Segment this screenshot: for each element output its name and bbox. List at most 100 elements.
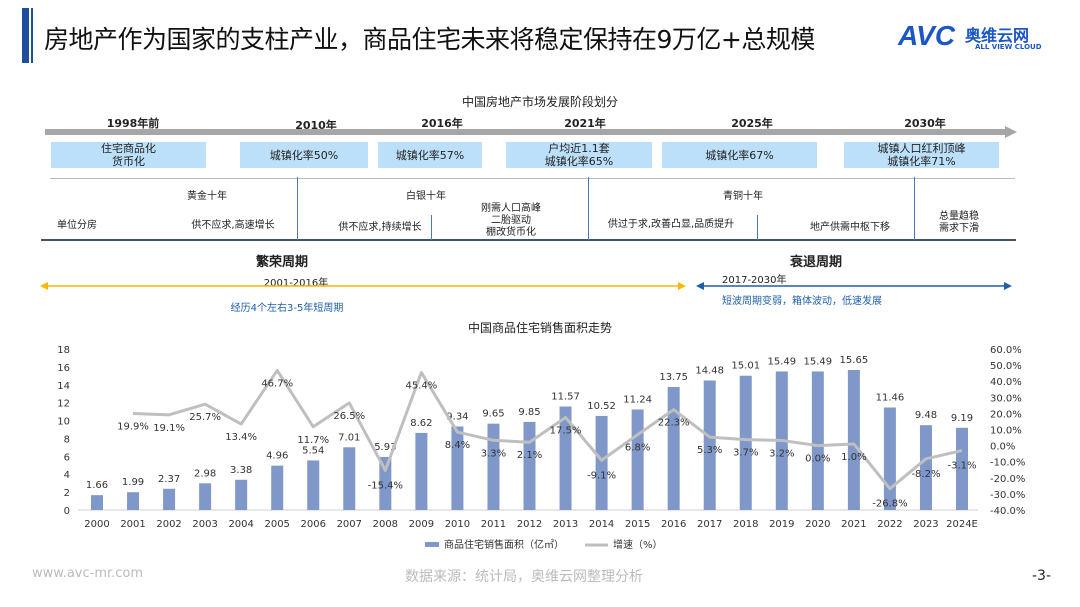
growth-value-label: 3.7% xyxy=(733,448,758,459)
bar-value-label: 15.49 xyxy=(804,356,833,367)
y-left-tick: 18 xyxy=(57,345,70,356)
growth-value-label: 25.7% xyxy=(189,412,221,423)
bar-value-label: 10.52 xyxy=(587,401,616,412)
growth-value-label: 1.0% xyxy=(841,452,866,463)
bar xyxy=(163,488,176,510)
era-label: 白银十年 xyxy=(406,191,446,202)
x-tick-label: 2023 xyxy=(913,519,938,530)
y-left-tick: 4 xyxy=(64,470,70,481)
bar xyxy=(415,432,428,510)
x-tick-label: 2001 xyxy=(120,519,145,530)
x-tick-label: 2012 xyxy=(517,519,542,530)
bar xyxy=(91,495,103,510)
y-right-tick: 50.0% xyxy=(990,361,1022,372)
decline-arrow xyxy=(696,282,1012,290)
y-right-tick: -40.0% xyxy=(990,506,1025,517)
boom-note: 经历4个左右3-5年短周期 xyxy=(230,303,344,314)
y-left-tick: 12 xyxy=(57,399,70,410)
era-label: 青铜十年 xyxy=(723,191,763,202)
milestone-box: 城镇化率57% xyxy=(378,142,482,168)
data-source: 数据来源：统计局，奥维云网整理分析 xyxy=(405,569,643,585)
bar xyxy=(739,375,752,510)
milestone-text: 城镇化率71% xyxy=(887,155,956,168)
x-tick-label: 2021 xyxy=(841,519,866,530)
phase-line: 刚需人口高峰 xyxy=(481,203,541,214)
growth-value-label: -26.8% xyxy=(872,499,907,510)
milestone-box: 住宅商品化 货币化 xyxy=(51,142,206,168)
bar xyxy=(847,370,860,510)
milestone-box: 城镇化率50% xyxy=(240,142,368,168)
milestone-text: 住宅商品化 xyxy=(101,142,156,155)
boom-range: 2001-2016年 xyxy=(263,278,329,289)
boom-cycle-label: 繁荣周期 xyxy=(255,255,309,270)
logo-en: ALL VIEW CLOUD xyxy=(975,43,1042,51)
timeline-title: 中国房地产市场发展阶段划分 xyxy=(461,95,619,109)
bar-value-label: 5.93 xyxy=(374,442,396,453)
bar-value-label: 9.34 xyxy=(446,411,468,422)
boom-arrow xyxy=(40,282,686,290)
growth-value-label: 2.1% xyxy=(517,450,542,461)
bar xyxy=(811,371,824,510)
growth-value-label: -15.4% xyxy=(368,480,403,491)
era-divider xyxy=(914,177,915,240)
milestone-text: 城镇化率57% xyxy=(395,148,465,162)
growth-value-label: 19.9% xyxy=(117,422,149,433)
x-tick-label: 2000 xyxy=(84,519,109,530)
bar xyxy=(343,447,356,510)
milestone-box: 城镇人口红利顶峰 城镇化率71% xyxy=(844,142,999,168)
x-tick-label: 2011 xyxy=(481,519,506,530)
milestone-box: 城镇化率67% xyxy=(662,142,817,168)
bar xyxy=(451,426,464,510)
phase-line: 二胎驱动 xyxy=(491,215,531,226)
bar xyxy=(667,387,680,510)
phase-line: 需求下滑 xyxy=(939,223,979,234)
bar-value-label: 5.54 xyxy=(302,445,324,456)
bar xyxy=(956,427,968,510)
growth-value-label: 8.4% xyxy=(445,440,470,451)
x-tick-label: 2016 xyxy=(661,519,686,530)
growth-value-label: 6.8% xyxy=(625,443,650,454)
decline-cycle-label: 衰退周期 xyxy=(789,255,843,270)
x-tick-label: 2010 xyxy=(445,519,470,530)
growth-value-label: 26.5% xyxy=(333,411,365,422)
phase-label: 供不应求,高速增长 xyxy=(191,220,275,231)
legend-bar-swatch xyxy=(425,542,439,547)
bar xyxy=(919,425,932,510)
x-tick-label: 2006 xyxy=(301,519,326,530)
phase-line: 总量趋稳 xyxy=(939,211,979,222)
title-accent-bar-thin xyxy=(31,8,33,63)
y-left-tick: 2 xyxy=(64,488,70,499)
growth-value-label: 45.4% xyxy=(405,381,437,392)
bar-value-label: 9.19 xyxy=(951,413,973,424)
bar xyxy=(199,483,212,510)
x-tick-label: 2005 xyxy=(264,519,289,530)
y-right-tick: -30.0% xyxy=(990,490,1025,501)
growth-value-label: 11.7% xyxy=(297,435,329,446)
bar-value-label: 4.96 xyxy=(266,451,288,462)
bar-value-label: 8.62 xyxy=(410,418,432,429)
phase-label: 刚需人口高峰 二胎驱动 棚改货币化 xyxy=(481,203,541,239)
x-tick-label: 2009 xyxy=(409,519,434,530)
year-label: 2030年 xyxy=(904,117,946,130)
bar-value-label: 9.85 xyxy=(518,407,540,418)
growth-value-label: 17.5% xyxy=(550,425,582,436)
page-title: 房地产作为国家的支柱产业，商品住宅未来将稳定保持在9万亿+总规模 xyxy=(44,25,815,54)
x-tick-label: 2003 xyxy=(192,519,217,530)
y-left-tick: 10 xyxy=(57,417,70,428)
x-tick-label: 2022 xyxy=(877,519,902,530)
bar-value-label: 9.48 xyxy=(915,410,937,421)
bar-value-label: 3.38 xyxy=(230,465,252,476)
era-divider xyxy=(297,177,298,240)
year-label: 2010年 xyxy=(295,119,337,132)
bar xyxy=(379,456,392,510)
year-label: 2025年 xyxy=(731,117,773,130)
growth-value-label: 3.2% xyxy=(769,448,794,459)
era-divider xyxy=(588,177,589,240)
growth-value-label: 5.3% xyxy=(697,445,722,456)
bar-value-label: 1.99 xyxy=(122,477,144,488)
y-right-tick: -20.0% xyxy=(990,474,1025,485)
growth-value-label: 22.3% xyxy=(658,418,690,429)
divider xyxy=(41,239,1016,241)
bar-value-label: 2.37 xyxy=(158,474,180,485)
milestone-text: 城镇化率50% xyxy=(269,148,339,162)
